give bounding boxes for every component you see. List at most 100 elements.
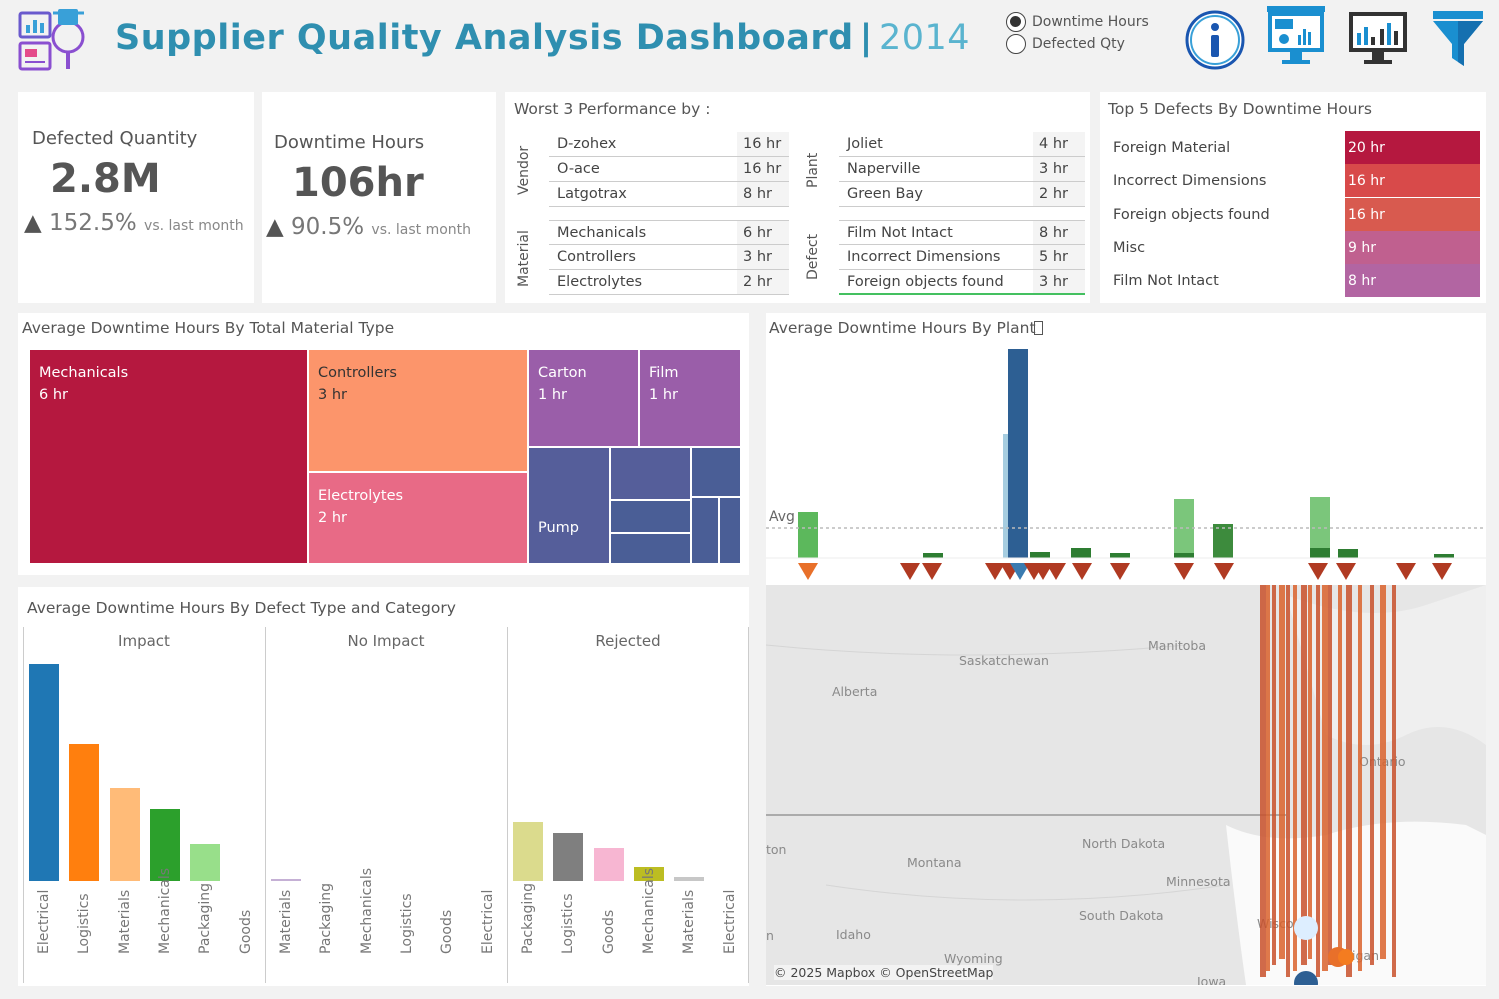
treemap-cell-film[interactable]: Film 1 hr [639, 349, 741, 447]
plant-marker-icon[interactable] [1432, 563, 1452, 580]
defect-bar[interactable] [190, 844, 221, 881]
kpi-change: ▲ 90.5% vs. last month [266, 214, 471, 240]
defect-bar[interactable] [29, 664, 59, 881]
plant-row[interactable]: Naperville 3 hr [839, 157, 1085, 182]
row-name: O-ace [557, 161, 600, 177]
defect-row[interactable]: Misc 9 hr [1104, 231, 1480, 264]
map-flow-line[interactable] [1308, 585, 1312, 959]
defect-bar[interactable] [633, 867, 664, 881]
treemap-cell-small[interactable] [691, 447, 741, 497]
plant-bar[interactable] [1434, 554, 1454, 558]
map-flow-line[interactable] [1272, 585, 1276, 965]
map-flow-line[interactable] [1380, 585, 1386, 959]
defect-row[interactable]: Foreign objects found 16 hr [1104, 198, 1480, 231]
defect-bar[interactable] [593, 848, 624, 881]
dashboard-monitor-icon[interactable] [1266, 5, 1326, 67]
plant-row[interactable]: Joliet 4 hr [839, 132, 1085, 157]
plant-marker-icon[interactable] [1336, 563, 1356, 580]
defect-bar[interactable] [553, 833, 584, 881]
analytics-monitor-icon[interactable] [1348, 11, 1408, 67]
material-row[interactable]: Controllers 3 hr [549, 245, 789, 270]
plant-bar[interactable] [1174, 499, 1194, 558]
plant-bar[interactable] [1071, 548, 1091, 558]
plant-marker-icon[interactable] [1214, 563, 1234, 580]
material-row[interactable]: Electrolytes 2 hr [549, 270, 789, 295]
map-plant-marker[interactable] [1294, 971, 1318, 985]
plant-marker-icon[interactable] [1033, 563, 1053, 580]
vendor-row[interactable]: D-zohex 16 hr [549, 132, 789, 157]
plant-bar[interactable] [1213, 524, 1233, 558]
plant-marker-icon[interactable] [1174, 563, 1194, 580]
plant-marker-icon[interactable] [922, 563, 942, 580]
defect-row[interactable]: Foreign objects found 3 hr [839, 270, 1085, 295]
plant-bar[interactable] [798, 512, 818, 558]
map-flow-line[interactable] [1392, 585, 1396, 977]
filter-icon[interactable] [1432, 10, 1484, 68]
treemap-cell-small[interactable] [610, 500, 691, 533]
map-flow-line[interactable] [1338, 585, 1342, 959]
map-plant-marker[interactable] [1294, 916, 1318, 940]
map-flow-line[interactable] [1301, 585, 1307, 965]
treemap-cell-small[interactable] [719, 497, 741, 564]
treemap-cell-controllers[interactable]: Controllers 3 hr [308, 349, 528, 472]
radio-button-selected[interactable] [1006, 12, 1026, 32]
map-area[interactable]: SaskatchewanManitobaAlbertaOntarioMontan… [766, 585, 1486, 985]
plant-row[interactable]: Green Bay 2 hr [839, 182, 1085, 207]
defect-bar[interactable] [109, 788, 140, 881]
plant-marker-icon[interactable] [1010, 563, 1030, 580]
radio-button[interactable] [1006, 34, 1026, 54]
treemap-cell-small[interactable] [610, 533, 691, 564]
radio-defected-qty[interactable]: Defected Qty [1006, 34, 1125, 54]
map-flow-line[interactable] [1370, 585, 1374, 965]
treemap-cell-pump[interactable]: Pump [528, 447, 610, 564]
map-flow-line[interactable] [1286, 585, 1290, 977]
plant-marker-icon[interactable] [1308, 563, 1328, 580]
map-flow-line[interactable] [1316, 585, 1320, 977]
plant-marker-icon[interactable] [1046, 563, 1066, 580]
defect-row[interactable]: Incorrect Dimensions 16 hr [1104, 164, 1480, 197]
plant-bar[interactable] [1030, 552, 1050, 558]
defect-row[interactable]: Film Not Intact 8 hr [1104, 264, 1480, 297]
map-flow-line[interactable] [1346, 585, 1352, 977]
map-flow-line[interactable] [1322, 585, 1328, 971]
defect-bar[interactable] [513, 822, 543, 881]
treemap-cell-mechanicals[interactable]: Mechanicals 6 hr [29, 349, 308, 564]
defect-row[interactable]: Foreign Material 20 hr [1104, 131, 1480, 164]
info-icon[interactable] [1184, 9, 1246, 71]
defect-bar[interactable] [674, 877, 705, 881]
plant-marker-icon[interactable] [1072, 563, 1092, 580]
map-plant-marker[interactable] [1338, 949, 1354, 965]
plant-bar[interactable] [1110, 553, 1130, 558]
map-flow-line[interactable] [1293, 585, 1297, 971]
treemap-cell-small[interactable] [610, 447, 691, 500]
plant-bar[interactable] [1310, 548, 1330, 558]
map-flow-line[interactable] [1358, 585, 1362, 971]
plant-bar[interactable] [923, 553, 943, 558]
plant-marker-icon[interactable] [1396, 563, 1416, 580]
map-flow-line[interactable] [1266, 585, 1270, 971]
treemap-cell-small[interactable] [691, 497, 719, 564]
map-flow-line[interactable] [1328, 585, 1332, 965]
map-flow-line[interactable] [1260, 585, 1266, 977]
plant-bar[interactable] [1338, 549, 1358, 558]
defect-bar[interactable] [149, 809, 180, 881]
defect-bar[interactable] [271, 879, 301, 881]
plant-bar[interactable] [1008, 349, 1028, 558]
radio-downtime-hours[interactable]: Downtime Hours [1006, 12, 1149, 32]
plant-marker-icon[interactable] [798, 563, 818, 580]
vendor-row[interactable]: Latgotrax 8 hr [549, 182, 789, 207]
map-flow-line[interactable] [1279, 585, 1285, 959]
row-name: Mechanicals [557, 224, 647, 241]
defect-row[interactable]: Incorrect Dimensions 5 hr [839, 245, 1085, 270]
treemap-cell-electrolytes[interactable]: Electrolytes 2 hr [308, 472, 528, 564]
defect-bar[interactable] [69, 744, 100, 881]
plant-marker-icon[interactable] [900, 563, 920, 580]
material-row[interactable]: Mechanicals 6 hr [549, 220, 789, 245]
plant-marker-icon[interactable] [1110, 563, 1130, 580]
defect-row[interactable]: Film Not Intact 8 hr [839, 220, 1085, 245]
treemap-cell-carton[interactable]: Carton 1 hr [528, 349, 639, 447]
plant-marker-icon[interactable] [985, 563, 1005, 580]
plant-bar[interactable] [1174, 553, 1194, 558]
defect-bar: 8 hr [1345, 264, 1480, 297]
vendor-row[interactable]: O-ace 16 hr [549, 157, 789, 182]
